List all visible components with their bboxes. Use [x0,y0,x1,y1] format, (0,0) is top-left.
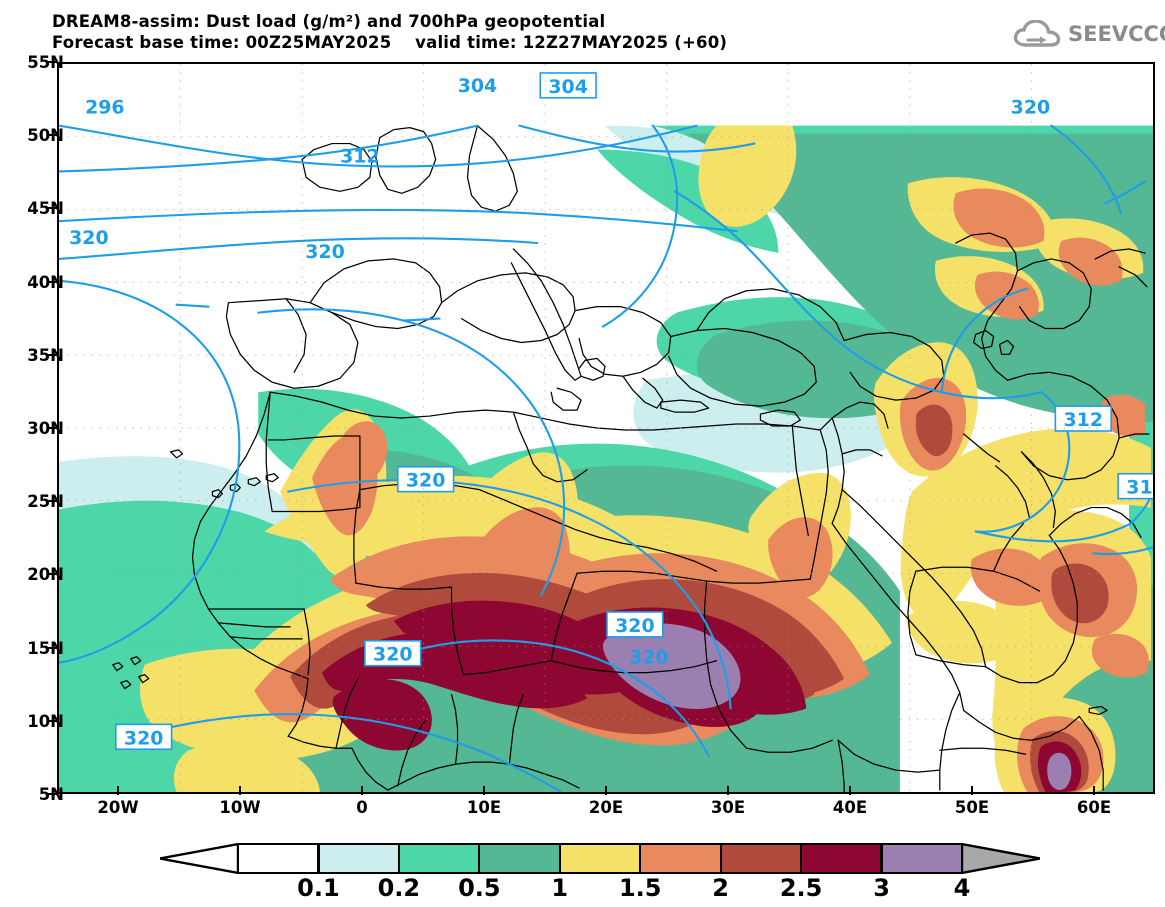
x-axis-label: 10W [219,798,261,817]
colorbar-separator [397,843,400,874]
contour-label-320-iberia: 320 [305,241,345,263]
contour-label-312-gulf: 312 [1064,409,1104,431]
colorbar-separator [800,843,803,874]
colorbar-tick-label: 4 [953,874,971,902]
colorbar-tick-label: 3 [873,874,890,902]
geopotential-contours [59,124,1153,792]
colorbar-segment [318,843,399,874]
x-axis-label: 60E [1076,798,1112,817]
title-line-1: DREAM8-assim: Dust load (g/m²) and 700hP… [52,12,606,31]
x-tick [239,786,241,795]
x-tick [1093,786,1095,795]
x-tick [483,786,485,795]
contour-label-320-ne: 320 [1011,97,1051,119]
x-tick [727,786,729,795]
y-axis-label: 5N [38,785,64,804]
colorbar-edge [236,843,240,874]
colorbar-segment [479,843,560,874]
colorbar-segment [398,843,480,874]
colorbar-tick-label: 0.5 [458,874,501,902]
colorbar-separator [719,843,722,874]
colorbar-segment [238,843,319,874]
colorbar-segment [640,843,721,874]
y-tick [48,353,57,356]
y-tick [48,134,57,137]
colorbar-segment [720,843,802,874]
y-tick [48,719,57,722]
y-axis-label: 20N [27,565,64,585]
x-axis-label: 30E [710,798,746,817]
x-tick [361,786,363,795]
y-tick [48,280,57,283]
y-axis-label: 15N [27,638,64,658]
y-tick [48,61,57,63]
x-tick [117,786,119,795]
colorbar-separator [880,843,883,874]
contour-label-312-oman: 312 [1126,477,1153,499]
colorbar-edge [960,843,964,874]
cloud-icon [1013,20,1061,47]
y-tick [48,500,57,503]
map-canvas: 296 304 304 312 320 320 320 320 312 312 … [59,64,1153,792]
contour-label-312-nw: 312 [340,145,380,167]
colorbar-segment [881,843,962,874]
colorbar-tick-label: 1 [551,874,569,902]
x-tick [971,786,973,795]
x-axis-label: 40E [832,798,868,817]
contour-labels: 296 304 304 312 320 320 320 320 312 312 … [69,72,1153,751]
x-axis-label: 50E [954,798,990,817]
y-axis-label: 50N [27,126,64,146]
y-tick [48,573,57,576]
x-axis-label: 20E [588,798,624,817]
colorbar-separator [558,843,561,874]
contour-label-320-chad: 320 [615,615,655,637]
colorbar-separator [639,843,642,874]
colorbar-tick-label: 2 [712,874,729,902]
x-axis-label: 0 [356,798,368,817]
colorbar-tick-label: 2.5 [779,874,823,902]
y-axis-label: 35N [27,345,64,365]
colorbar [160,843,1040,874]
map-plot-area: 296 304 304 312 320 320 320 320 312 312 … [57,62,1155,794]
contour-label-320-niger: 320 [373,644,413,666]
y-tick [48,793,57,795]
seevccc-logo: SEEVCCC [1012,18,1165,52]
y-tick [48,427,57,429]
contour-label-320-sudan: 320 [629,647,669,669]
x-tick [605,786,607,795]
y-axis-label: 10N [27,711,64,731]
map-title: DREAM8-assim: Dust load (g/m²) and 700hP… [52,11,727,95]
colorbar-segment [559,843,641,874]
y-tick [48,646,57,649]
y-axis-label: 30N [27,419,64,438]
contour-label-320-guinea: 320 [124,727,164,749]
colorbar-separator [478,843,481,874]
y-tick [48,207,57,210]
y-axis-label: 40N [27,272,64,292]
colorbar-tick-label: 1.5 [618,874,662,902]
colorbar-separator [317,843,320,874]
x-tick [849,786,851,795]
contour-label-320-atl: 320 [69,227,109,249]
contour-label-304-b: 304 [548,76,588,98]
coastlines-and-borders [112,125,1150,792]
y-axis-label: 55N [27,53,64,72]
y-axis-label: 45N [27,199,64,219]
contour-label-320-sahara: 320 [406,470,446,492]
colorbar-tick-label: 0.1 [297,874,340,902]
x-axis-label: 10E [466,798,502,817]
colorbar-tick-label: 0.2 [377,874,421,902]
colorbar-segment [801,843,882,874]
title-line-2: Forecast base time: 00Z25MAY2025 valid t… [52,33,728,52]
y-axis-label: 25N [27,492,64,512]
contour-label-296: 296 [85,97,125,119]
logo-text: SEEVCCC [1068,22,1165,46]
contour-label-304-a: 304 [458,75,498,97]
x-axis-label: 20W [97,798,139,817]
